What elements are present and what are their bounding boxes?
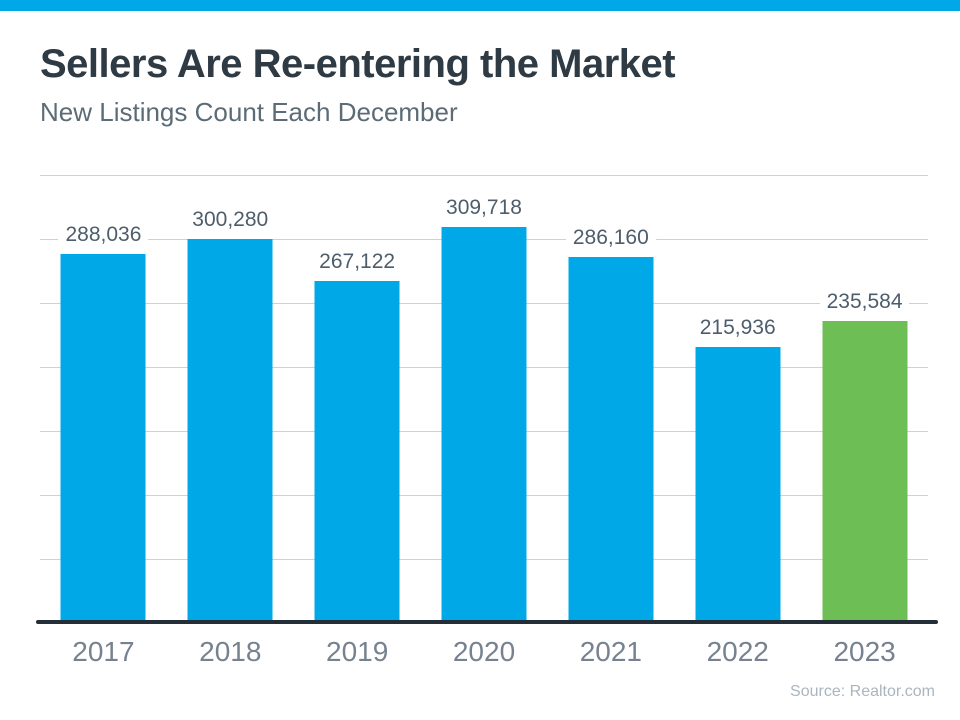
bar-2017 [60,254,146,623]
x-axis-labels: 2017 2018 2019 2020 2021 2022 2023 [40,636,928,668]
bar-column-2018: 300,280 [167,175,294,623]
bar-chart: 288,036 300,280 267,122 309,718 286,160 215,9… [40,175,928,623]
bar-column-2020: 309,718 [421,175,548,623]
bar-value-label-2023: 235,584 [819,290,910,315]
bar-value-label-2017: 288,036 [58,223,149,248]
bar-2023 [822,321,908,623]
bar-2019 [314,281,400,623]
x-tick-2021: 2021 [579,636,643,667]
bar-2021 [568,256,654,623]
bar-column-2023: 235,584 [801,175,928,623]
bar-column-2021: 286,160 [547,175,674,623]
bar-value-label-2019: 267,122 [312,250,403,275]
bar-value-label-2020: 309,718 [439,195,529,220]
bar-2018 [187,238,273,623]
page-title: Sellers Are Re-entering the Market [40,42,676,86]
x-tick-2020: 2020 [452,636,516,667]
bar-value-label-2022: 215,936 [692,315,783,340]
x-tick-2023: 2023 [833,636,896,667]
x-tick-2022: 2022 [706,636,769,667]
gridline-350000 [40,175,928,176]
bar-2020 [441,226,527,623]
x-tick-2018: 2018 [199,636,262,667]
bar-2022 [695,346,781,623]
bar-value-label-2018: 300,280 [185,207,276,232]
page-subtitle: New Listings Count Each December [40,97,458,127]
top-accent-bar [0,0,960,11]
bar-column-2017: 288,036 [40,175,167,623]
x-axis-line [36,620,938,624]
x-tick-2019: 2019 [326,636,389,667]
bar-value-label-2021: 286,160 [565,225,656,250]
bar-column-2019: 267,122 [294,175,421,623]
x-tick-2017: 2017 [72,636,135,667]
source-credit: Source: Realtor.com [790,683,935,700]
bar-column-2022: 215,936 [674,175,801,623]
